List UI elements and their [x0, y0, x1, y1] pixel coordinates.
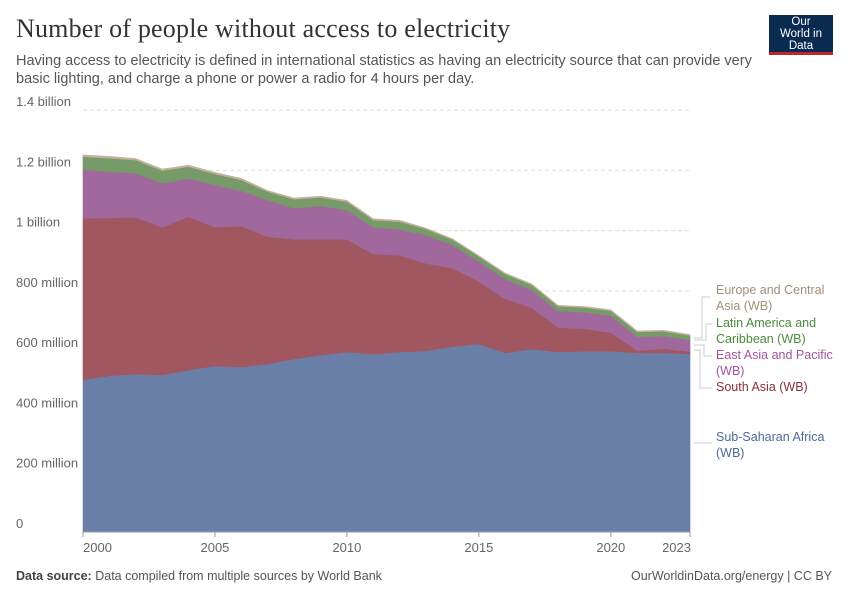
- legend-connector: [694, 349, 712, 389]
- x-tick-label: 2023: [662, 540, 691, 555]
- source-text: Data compiled from multiple sources by W…: [95, 569, 382, 583]
- owid-logo[interactable]: Our World in Data: [769, 15, 833, 55]
- y-tick-label: 800 million: [16, 275, 78, 290]
- y-tick-label: 600 million: [16, 335, 78, 350]
- x-tick-label: 2015: [464, 540, 493, 555]
- legend-east-asia-pacific[interactable]: East Asia and Pacific (WB): [716, 348, 833, 378]
- chart-subtitle: Having access to electricity is defined …: [16, 53, 752, 87]
- y-tick-label: 200 million: [16, 456, 78, 471]
- x-tick-label: 2010: [332, 540, 361, 555]
- x-tick-label: 2020: [596, 540, 625, 555]
- legend-south-asia[interactable]: South Asia (WB): [716, 380, 808, 394]
- legend-latin-america[interactable]: Latin America and Caribbean (WB): [716, 316, 817, 346]
- logo-text: Our World in Data: [780, 15, 822, 52]
- x-tick-label: 2005: [200, 540, 229, 555]
- legend-connector: [694, 344, 712, 357]
- footer-link[interactable]: OurWorldinData.org/energy | CC BY: [630, 569, 832, 583]
- y-tick-label: 1 billion: [16, 215, 60, 230]
- area-europe-and-central-asia-wb: [82, 154, 691, 336]
- source-label: Data source:: [16, 569, 92, 583]
- legend-sub-saharan-africa[interactable]: Sub-Saharan Africa (WB): [716, 430, 825, 460]
- y-tick-label: 1.2 billion: [16, 154, 71, 169]
- x-tick-label: 2000: [83, 540, 112, 555]
- chart-title: Number of people without access to elect…: [16, 14, 511, 43]
- legend-europe-central-asia[interactable]: Europe and Central Asia (WB): [716, 283, 825, 313]
- y-tick-label: 1.4 billion: [16, 94, 71, 109]
- legend-connector: [694, 296, 710, 339]
- data-source: Data source: Data compiled from multiple…: [16, 569, 382, 583]
- y-tick-label: 0: [16, 516, 23, 531]
- legend-connector: [694, 323, 712, 341]
- y-tick-label: 400 million: [16, 395, 78, 410]
